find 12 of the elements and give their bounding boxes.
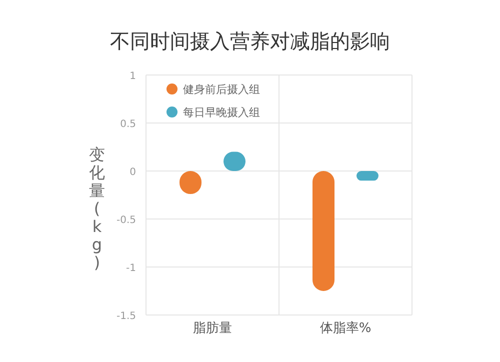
legend-label: 健身前后摄入组 — [183, 83, 260, 96]
y-tick-label: -0.5 — [116, 215, 136, 226]
y-tick-label: 1 — [130, 71, 136, 82]
x-tick-label: 体脂率% — [320, 320, 372, 336]
legend-label: 每日早晚摄入组 — [183, 106, 260, 119]
y-tick-label: 0.5 — [120, 119, 136, 130]
chart-title: 不同时间摄入营养对减脂的影响 — [110, 29, 390, 53]
y-tick-label: -1.5 — [116, 311, 136, 322]
y-axis-title: 变化量(kg) — [89, 145, 105, 272]
y-tick-label: 0 — [130, 167, 136, 178]
x-tick-label: 脂肪量 — [193, 321, 232, 336]
y-tick-label: -1 — [126, 263, 136, 274]
